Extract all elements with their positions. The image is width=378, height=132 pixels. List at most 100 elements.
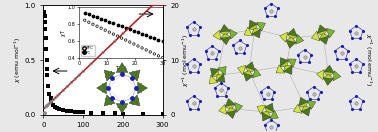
Point [360, 63, 366, 65]
Point [205, 58, 211, 60]
Point [358, 108, 364, 110]
Polygon shape [280, 58, 288, 66]
Polygon shape [253, 68, 261, 78]
Point [43, 48, 49, 50]
Point [195, 71, 201, 73]
Point [243, 44, 249, 46]
Point [184, 100, 190, 102]
Polygon shape [249, 20, 258, 29]
Point [360, 100, 366, 102]
Polygon shape [311, 31, 320, 41]
Point [353, 32, 359, 34]
Point [347, 30, 353, 32]
Polygon shape [317, 30, 327, 36]
Point [100, 112, 106, 114]
Point [265, 86, 271, 88]
Point [184, 26, 190, 28]
Point [187, 71, 193, 73]
Point [268, 119, 274, 121]
Point [195, 34, 201, 36]
Point [184, 63, 190, 65]
Point [265, 93, 271, 95]
Point [46, 102, 53, 105]
Point [50, 104, 56, 106]
Point [45, 104, 51, 106]
Polygon shape [307, 100, 316, 109]
Point [353, 102, 359, 104]
Point [262, 7, 268, 10]
Point [233, 52, 239, 54]
Polygon shape [301, 107, 310, 116]
Point [260, 98, 266, 100]
Polygon shape [324, 65, 334, 73]
Point [45, 85, 51, 87]
Polygon shape [216, 74, 223, 81]
Polygon shape [249, 24, 258, 30]
Point [43, 37, 49, 39]
Polygon shape [327, 28, 335, 38]
Polygon shape [299, 102, 308, 108]
Point [41, 112, 47, 114]
Point [191, 58, 197, 60]
Point [268, 126, 274, 128]
Point [43, 106, 49, 108]
Point [347, 63, 353, 65]
Polygon shape [301, 106, 310, 111]
Point [45, 104, 51, 106]
Polygon shape [270, 110, 278, 119]
Polygon shape [265, 103, 274, 112]
Point [353, 25, 359, 27]
Point [64, 85, 70, 88]
Polygon shape [262, 111, 271, 117]
Point [273, 15, 279, 17]
Polygon shape [212, 69, 219, 77]
Point [353, 95, 359, 97]
Point [241, 52, 247, 54]
Point [262, 124, 268, 126]
Point [43, 105, 49, 108]
Point [43, 105, 50, 107]
Point [225, 87, 231, 89]
Point [311, 86, 317, 88]
Point [76, 111, 82, 113]
Point [212, 87, 218, 89]
Point [311, 93, 317, 95]
Point [304, 91, 310, 93]
Point [332, 50, 338, 52]
Point [191, 95, 197, 97]
Polygon shape [265, 107, 274, 113]
Point [307, 98, 313, 100]
Polygon shape [252, 29, 260, 38]
Point [64, 110, 70, 112]
Polygon shape [299, 97, 308, 106]
Point [318, 91, 324, 93]
Point [335, 58, 341, 60]
Polygon shape [316, 70, 324, 80]
Polygon shape [226, 110, 236, 118]
Point [191, 28, 197, 30]
Point [295, 54, 301, 56]
Point [52, 106, 58, 108]
Point [308, 54, 314, 56]
Point [237, 46, 243, 49]
Polygon shape [213, 30, 221, 40]
Point [46, 93, 53, 95]
Point [112, 40, 118, 42]
Point [44, 105, 50, 107]
Point [72, 111, 78, 113]
Point [52, 97, 58, 99]
Point [76, 74, 82, 76]
Polygon shape [216, 74, 225, 82]
Point [191, 102, 197, 104]
Point [48, 101, 54, 103]
Point [80, 111, 86, 113]
Y-axis label: $\chi$ (emu mol$^{-1}$): $\chi$ (emu mol$^{-1}$) [13, 37, 23, 83]
Polygon shape [287, 59, 296, 67]
Point [339, 52, 345, 54]
Point [112, 112, 118, 114]
Polygon shape [296, 34, 304, 44]
Polygon shape [252, 28, 260, 34]
Point [41, 11, 47, 13]
Point [50, 99, 56, 101]
Point [197, 63, 203, 65]
